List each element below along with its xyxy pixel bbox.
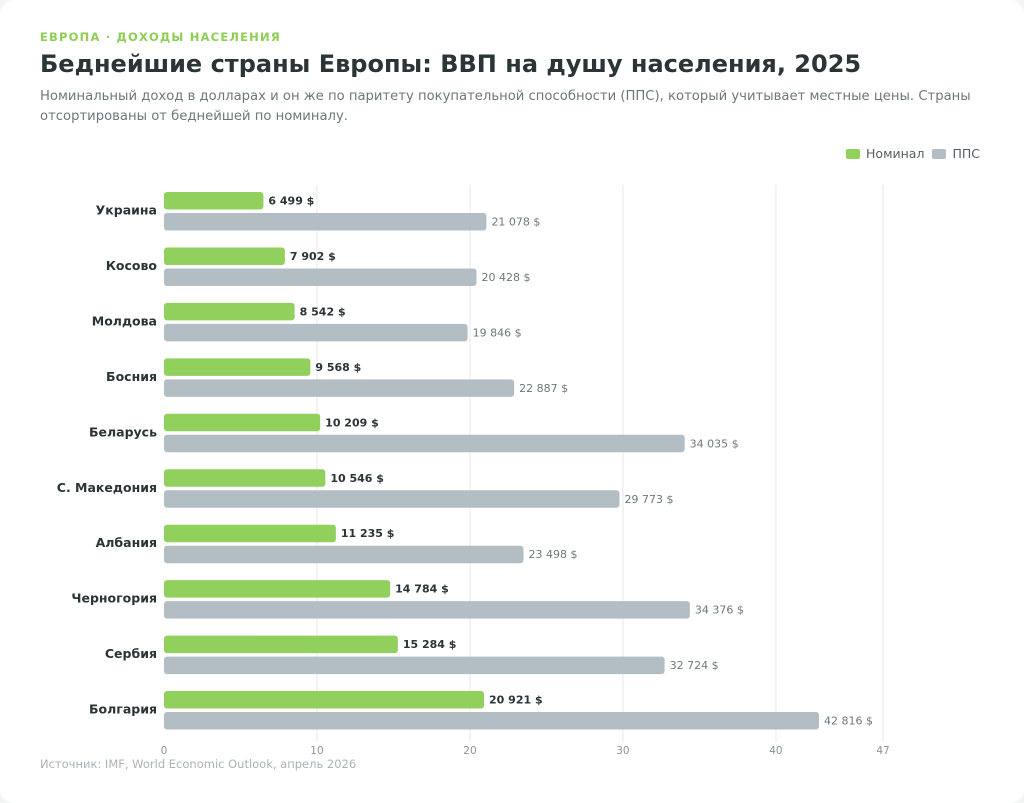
x-tick-label: 10 [310,745,323,757]
value-label-ppp: 34 035 $ [690,437,739,450]
value-label-ppp: 22 887 $ [519,382,568,395]
bar-ppp [164,712,819,730]
category-label: Молдова [92,313,157,328]
bar-nominal [164,635,398,654]
value-label-nominal: 10 209 $ [325,416,379,429]
value-label-ppp: 34 376 $ [695,604,744,617]
category-label: Украина [96,203,157,218]
legend-label-ppp: ППС [952,146,980,161]
x-tick-label: 40 [769,745,782,757]
bar-ppp [164,601,690,619]
category-label: С. Македония [57,480,157,495]
category-label: Албания [96,535,157,550]
value-label-ppp: 23 498 $ [528,548,577,561]
value-label-nominal: 10 546 $ [330,472,384,485]
bar-nominal [164,580,391,598]
bar-nominal [164,469,326,487]
bar-ppp [164,213,487,231]
chart-title: Беднейшие страны Европы: ВВП на душу нас… [40,50,862,78]
bar-nominal [164,192,264,210]
value-label-ppp: 19 846 $ [473,326,522,339]
bar-nominal [164,524,336,543]
bar-ppp [164,379,515,397]
legend-item-ppp: ППС [932,146,980,161]
bar-nominal [164,413,321,432]
bar-ppp [164,656,665,675]
bar-nominal [164,358,311,376]
value-label-nominal: 8 542 $ [300,305,346,318]
category-label: Косово [106,258,158,273]
bar-ppp [164,434,685,453]
value-label-nominal: 6 499 $ [268,195,314,208]
category-label: Черногория [71,591,157,606]
x-tick-label: 47 [876,745,889,757]
value-label-nominal: 7 902 $ [290,250,336,263]
bar-nominal [164,691,485,709]
chart-subtitle: Номинальный доход в долларах и он же по … [40,89,971,124]
x-tick-label: 30 [616,745,629,757]
category-label: Болгария [89,702,157,717]
value-label-ppp: 20 428 $ [482,271,531,284]
value-label-nominal: 9 568 $ [315,361,361,374]
chart-legend: Номинал ППС [846,146,980,161]
legend-label-nominal: Номинал [866,146,925,161]
value-label-ppp: 32 724 $ [670,659,719,672]
legend-item-nominal: Номинал [846,146,924,161]
value-label-nominal: 20 921 $ [489,694,543,707]
value-label-ppp: 42 816 $ [824,715,873,728]
value-label-ppp: 29 773 $ [624,493,673,506]
kicker: ЕВРОПА · ДОХОДЫ НАСЕЛЕНИЯ [40,30,281,44]
bar-nominal [164,247,285,265]
value-label-ppp: 21 078 $ [491,216,540,229]
category-label: Босния [106,369,157,384]
x-tick-label: 0 [161,745,168,757]
bar-ppp [164,545,524,564]
bar-ppp [164,323,468,342]
bar-ppp [164,268,477,286]
legend-swatch-ppp [932,148,947,159]
value-label-nominal: 15 284 $ [403,638,457,651]
value-label-nominal: 14 784 $ [395,583,449,596]
bar-nominal [164,302,295,321]
category-label: Беларусь [89,424,157,439]
x-tick-label: 20 [463,745,476,757]
legend-swatch-nominal [846,148,861,159]
source-note: Источник: IMF, World Economic Outlook, а… [40,757,357,771]
value-label-nominal: 11 235 $ [341,527,395,540]
category-label: Сербия [105,646,157,661]
bar-ppp [164,490,620,508]
